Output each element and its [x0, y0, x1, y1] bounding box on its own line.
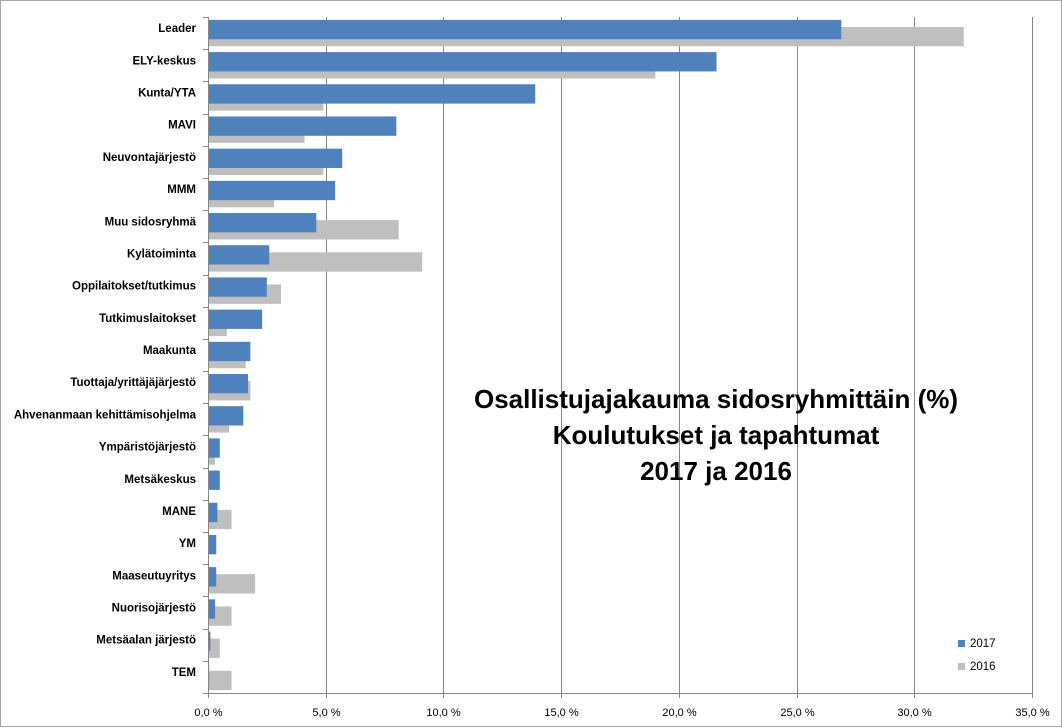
category-label: Ahvenanmaan kehittämisohjelma — [14, 409, 197, 421]
x-tick-label: 25,0 % — [780, 707, 814, 719]
bar-2017 — [208, 84, 536, 104]
legend-swatch-2016 — [958, 663, 965, 670]
x-tick-label: 10,0 % — [426, 707, 460, 719]
bar-2017 — [208, 309, 263, 329]
legend-label-2016: 2016 — [970, 661, 996, 673]
bar-2017 — [208, 406, 244, 426]
x-tick-label: 35,0 % — [1015, 707, 1049, 719]
category-label: Maakunta — [143, 345, 197, 357]
bar-2017 — [208, 180, 336, 201]
x-tick-label: 30,0 % — [897, 707, 931, 719]
chart-title-line-3: 2017 ja 2016 — [640, 456, 792, 486]
chart-title-line-2: Koulutukset ja tapahtumat — [552, 420, 880, 450]
bar-2017 — [208, 245, 270, 265]
bar-2016 — [208, 574, 256, 594]
category-label: Tuottaja/yrittäjäjärjestö — [70, 377, 196, 389]
bar-2017 — [208, 567, 217, 587]
category-label: Leader — [158, 23, 196, 35]
bar-2017 — [208, 341, 251, 362]
bar-2017 — [208, 213, 317, 233]
bar-2017 — [208, 534, 217, 555]
category-label: Maaseutuyritys — [112, 570, 196, 582]
x-tick-label: 20,0 % — [662, 707, 696, 719]
x-tick-label: 0,0 % — [194, 707, 222, 719]
bar-2016 — [208, 638, 220, 658]
category-label: Nuorisojärjestö — [112, 603, 196, 615]
bar-2017 — [208, 373, 249, 394]
x-tick-label: 5,0 % — [312, 707, 340, 719]
bar-2017 — [208, 116, 397, 136]
category-label: Metsäalan järjestö — [96, 635, 196, 647]
bar-2017 — [208, 277, 267, 297]
bar-2017 — [208, 19, 842, 40]
bar-2017 — [208, 52, 717, 72]
category-label: Muu sidosryhmä — [105, 216, 197, 228]
bar-2017 — [208, 599, 216, 619]
x-tick-label: 15,0 % — [544, 707, 578, 719]
category-label: Tutkimuslaitokset — [99, 313, 196, 325]
bar-2017 — [208, 631, 211, 651]
category-label: Oppilaitokset/tutkimus — [72, 281, 196, 293]
category-label: Kunta/YTA — [138, 88, 196, 100]
bar-2017 — [208, 438, 220, 458]
category-label: Ympäristöjärjestö — [99, 442, 196, 454]
chart-title: Osallistujajakauma sidosryhmittäin (%) K… — [441, 381, 991, 489]
category-label: Metsäkeskus — [124, 474, 196, 486]
category-label: MAVI — [168, 120, 196, 132]
category-label: Neuvontajärjestö — [103, 152, 196, 164]
category-label: ELY-keskus — [132, 55, 196, 67]
bar-2017 — [208, 502, 218, 523]
bar-2017 — [208, 148, 343, 168]
category-label: YM — [179, 538, 196, 550]
bar-2016 — [208, 670, 232, 691]
chart-title-line-1: Osallistujajakauma sidosryhmittäin (%) — [473, 384, 959, 414]
bar-2017 — [208, 470, 220, 490]
category-label: MMM — [167, 184, 196, 196]
legend-swatch-2017 — [958, 640, 965, 647]
category-label: TEM — [172, 667, 196, 679]
category-label: MANE — [162, 506, 196, 518]
legend-label-2017: 2017 — [970, 638, 996, 650]
category-label: Kylätoiminta — [127, 248, 197, 260]
